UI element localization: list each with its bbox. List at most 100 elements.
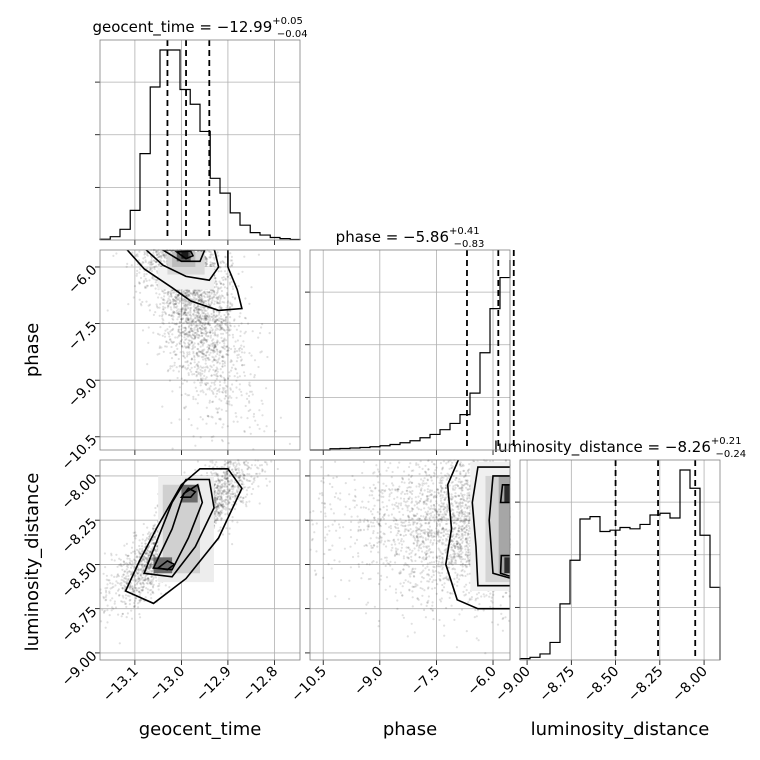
sample-point — [157, 251, 160, 254]
sample-point — [242, 496, 245, 499]
sample-point — [212, 368, 215, 371]
sample-point — [187, 325, 191, 328]
sample-point — [198, 299, 201, 302]
sample-point — [218, 302, 221, 305]
sample-point — [154, 260, 157, 263]
sample-point — [217, 388, 220, 392]
sample-point — [184, 333, 187, 336]
sample-point — [216, 389, 219, 393]
sample-point — [146, 582, 149, 585]
sample-point — [218, 311, 221, 314]
sample-point — [250, 286, 253, 289]
sample-point — [245, 478, 248, 481]
sample-point — [126, 612, 129, 615]
sample-point — [196, 427, 199, 430]
sample-point — [246, 461, 250, 464]
sample-point — [240, 390, 243, 393]
sample-point — [220, 332, 223, 335]
sample-point — [231, 520, 234, 523]
sample-point — [212, 317, 215, 320]
sample-point — [168, 299, 172, 302]
sample-point — [288, 442, 291, 445]
sample-point — [214, 369, 217, 372]
sample-point — [220, 320, 223, 324]
sample-point — [209, 460, 212, 463]
sample-point — [122, 560, 125, 563]
title-phase: phase = −5.86+0.41 −0.83 — [336, 226, 485, 250]
sample-point — [223, 270, 227, 273]
sample-point — [220, 328, 223, 331]
sample-point — [229, 277, 232, 280]
sample-point — [134, 255, 137, 258]
sample-point — [189, 307, 192, 310]
sample-point — [222, 328, 225, 331]
sample-point — [227, 347, 230, 350]
sample-point — [102, 572, 105, 575]
sample-point — [199, 381, 202, 384]
sample-point — [187, 295, 190, 298]
sample-point — [200, 293, 203, 296]
sample-point — [225, 402, 228, 405]
sample-point — [207, 322, 210, 325]
sample-point — [173, 311, 176, 314]
sample-point — [230, 396, 233, 399]
sample-point — [161, 405, 164, 408]
sample-point — [107, 579, 110, 582]
sample-point — [247, 409, 250, 413]
sample-point — [183, 304, 186, 307]
sample-point — [178, 365, 181, 368]
sample-point — [260, 326, 263, 329]
sample-point — [197, 336, 200, 340]
sample-point — [248, 401, 251, 404]
sample-point — [215, 366, 218, 369]
sample-point — [178, 313, 181, 316]
sample-point — [210, 315, 213, 319]
sample-point — [106, 621, 109, 624]
sample-point — [175, 301, 178, 304]
sample-point — [157, 588, 160, 591]
sample-point — [251, 330, 254, 333]
sample-point — [158, 255, 161, 259]
sample-point — [187, 321, 190, 324]
sample-point — [268, 480, 271, 483]
sample-point — [232, 488, 235, 491]
sample-point — [189, 327, 193, 330]
panel-frame — [309, 249, 511, 451]
sample-point — [231, 383, 234, 386]
sample-point — [201, 315, 204, 318]
sample-point — [256, 475, 259, 479]
sample-point — [189, 310, 192, 313]
sample-point — [131, 585, 134, 588]
sample-point — [188, 301, 191, 304]
sample-point — [141, 547, 144, 551]
sample-point — [177, 330, 180, 333]
sample-point — [199, 365, 202, 368]
sample-point — [223, 338, 226, 341]
sample-point — [274, 430, 277, 433]
sample-point — [126, 554, 129, 557]
sample-point — [178, 289, 181, 292]
xlabel-luminosity-distance: luminosity_distance — [531, 719, 710, 740]
sample-point — [211, 360, 214, 363]
sample-point — [204, 366, 207, 369]
sample-point — [207, 370, 211, 373]
sample-point — [220, 438, 224, 442]
sample-point — [195, 324, 198, 327]
sample-point — [183, 298, 186, 301]
sample-point — [209, 385, 212, 388]
sample-point — [206, 350, 210, 353]
sample-point — [104, 609, 107, 612]
sample-point — [205, 406, 208, 409]
sample-point — [214, 293, 217, 297]
sample-point — [256, 466, 259, 469]
sample-point — [182, 350, 185, 353]
sample-point — [164, 345, 167, 348]
sample-point — [194, 324, 197, 327]
sample-point — [226, 275, 229, 278]
sample-point — [183, 326, 186, 329]
sample-point — [136, 269, 139, 272]
sample-point — [177, 330, 180, 333]
sample-point — [239, 359, 243, 362]
sample-point — [127, 574, 130, 578]
sample-point — [233, 350, 236, 353]
